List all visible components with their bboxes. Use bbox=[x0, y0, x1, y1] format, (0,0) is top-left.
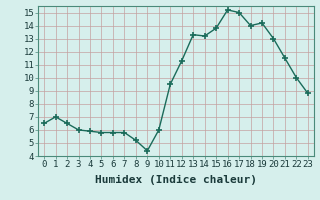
X-axis label: Humidex (Indice chaleur): Humidex (Indice chaleur) bbox=[95, 175, 257, 185]
